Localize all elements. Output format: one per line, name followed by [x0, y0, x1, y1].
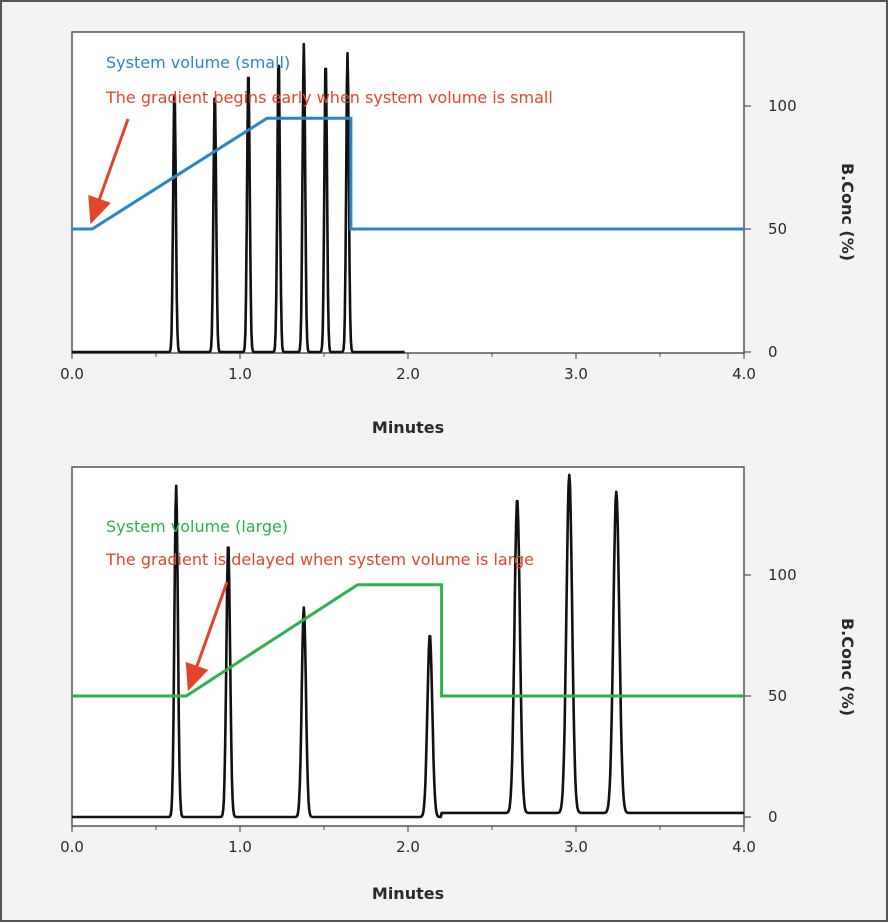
y-tick-label: 0 [768, 343, 778, 361]
x-tick-label: 2.0 [396, 838, 420, 856]
x-tick-label: 3.0 [564, 365, 588, 383]
x-axis-title: Minutes [372, 418, 444, 437]
x-axis-title: Minutes [372, 884, 444, 903]
x-tick-label: 1.0 [228, 365, 252, 383]
series-label: System volume (large) [106, 517, 288, 536]
series-label: System volume (small) [106, 53, 290, 72]
x-tick-label: 0.0 [60, 838, 84, 856]
y-axis-title: B.Conc (%) [838, 618, 857, 716]
x-tick-label: 4.0 [732, 365, 756, 383]
y-tick-label: 100 [768, 97, 797, 115]
x-tick-label: 3.0 [564, 838, 588, 856]
y-axis-title: B.Conc (%) [838, 163, 857, 261]
chart-large-volume: 0.0 1.0 2.0 3.0 4.0 0 50 100 Minutes B.Conc (%) Sy… [60, 467, 857, 903]
x-tick-label: 1.0 [228, 838, 252, 856]
x-tick-label: 0.0 [60, 365, 84, 383]
annotation-note: The gradient is delayed when system volu… [105, 550, 534, 569]
y-tick-label: 100 [768, 566, 797, 584]
annotation-note: The gradient begins early when system vo… [105, 88, 553, 107]
y-tick-label: 0 [768, 808, 778, 826]
x-tick-label: 4.0 [732, 838, 756, 856]
y-tick-label: 50 [768, 220, 787, 238]
x-tick-label: 2.0 [396, 365, 420, 383]
chart-small-volume: 0.0 1.0 2.0 3.0 4.0 0 50 100 Minutes B.Conc (%) Sy… [60, 32, 857, 437]
y-tick-label: 50 [768, 687, 787, 705]
